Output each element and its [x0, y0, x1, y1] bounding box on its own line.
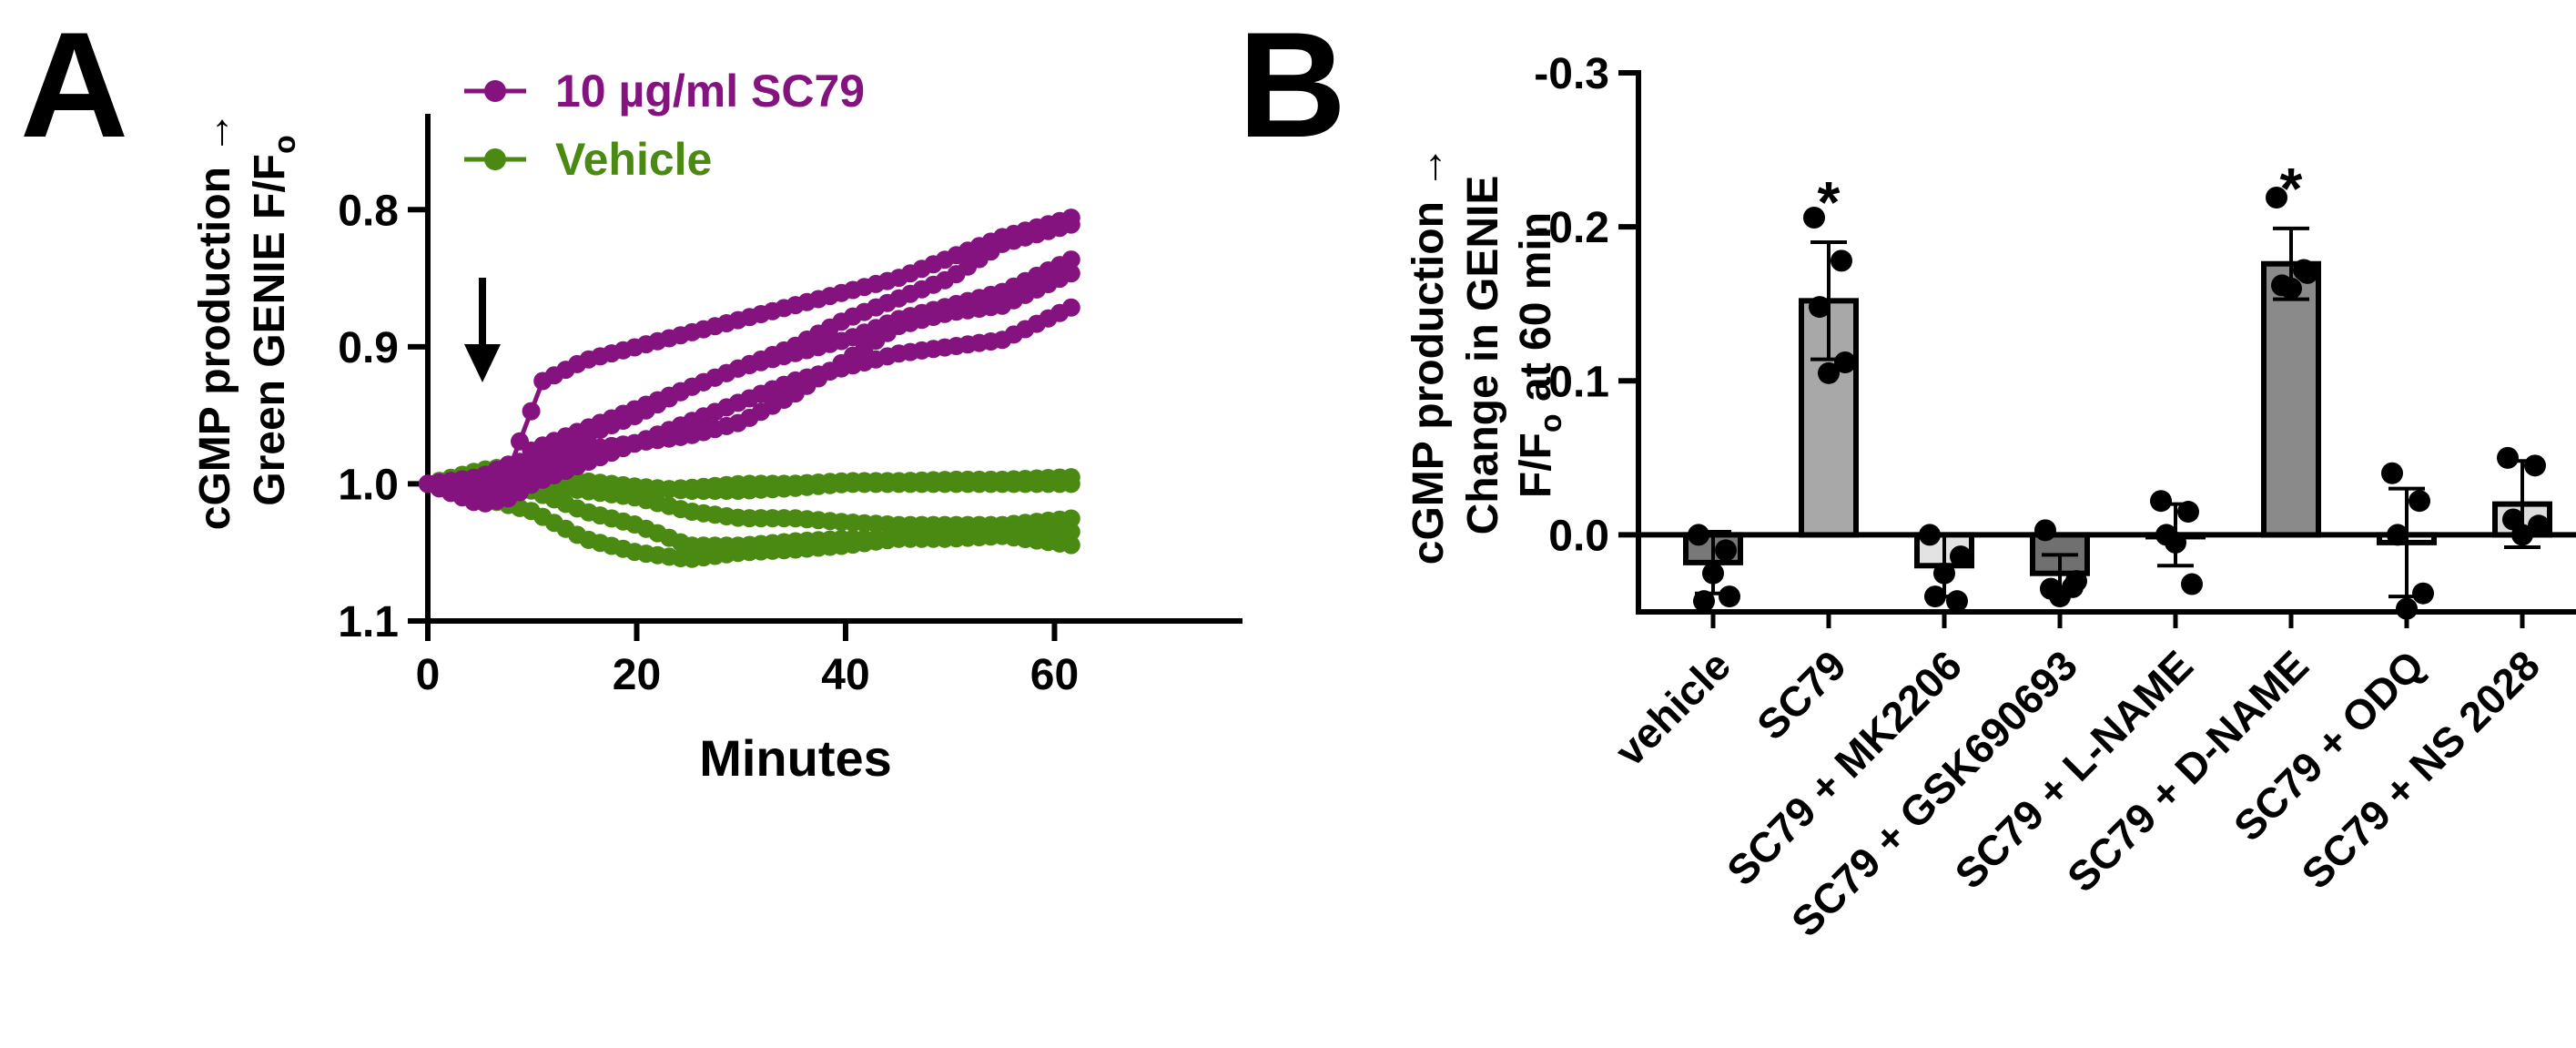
chart-b: cGMP production → Change in GENIE F/Fo a… [1405, 50, 2576, 946]
chart-b-bar-group [2030, 519, 2090, 608]
chart-a-data-point [1061, 264, 1080, 283]
legend-sc79-label: 10 µg/ml SC79 [555, 66, 865, 117]
chart-a-data-point [522, 402, 541, 421]
chart-a-series-sc79 [419, 209, 1080, 493]
chart-a-xtick-label: 20 [613, 651, 661, 699]
chart-a-data-point [1061, 509, 1080, 528]
chart-b-data-point [2065, 570, 2087, 593]
chart-b-bar-group [1683, 524, 1743, 613]
chart-b-data-point [1715, 539, 1737, 562]
chart-b-data-point [2511, 524, 2533, 546]
chart-a-data-point [1061, 535, 1080, 555]
chart-b-bar [2261, 260, 2321, 538]
chart-b-data-point [2297, 261, 2318, 284]
chart-b-data-point [1919, 524, 1941, 546]
legend-sc79-marker [484, 80, 506, 102]
chart-a-xlabel: Minutes [699, 729, 892, 787]
chart-b-ytick-label: -0.1 [1534, 358, 1609, 406]
chart-b-data-point [1702, 562, 1724, 585]
chart-b-data-point [2524, 454, 2546, 477]
chart-b-ytick-label: -0.2 [1534, 204, 1609, 252]
chart-b-ylabel-line3-sub: o [1534, 413, 1568, 432]
chart-b-ytick-label: 0.0 [1548, 512, 1609, 560]
chart-b-ylabel-line1: cGMP production → [1405, 146, 1453, 565]
chart-b-category-label: vehicle [1606, 641, 1739, 775]
chart-a-ylabel-line1: cGMP production → [191, 111, 239, 530]
chart-a-ytick-label: 1.0 [338, 461, 399, 509]
legend-vehicle-label: Vehicle [555, 134, 712, 185]
chart-b-bar-group [1914, 524, 1974, 613]
chart-a-series [419, 209, 1080, 568]
legend-vehicle-marker [484, 148, 506, 170]
chart-a-series-sc79 [419, 298, 1080, 513]
chart-a-axes: 0.8 0.9 1.0 1.1 0 20 40 60 [338, 114, 1242, 699]
chart-b-data-point [1831, 249, 1852, 272]
chart-a: cGMP production → Green GENIE F/Fo 0.80.… [191, 66, 1242, 787]
chart-a-series-sc79 [419, 250, 1080, 505]
chart-b-data-point [1924, 585, 1946, 608]
chart-b-data-point [2150, 490, 2172, 513]
chart-a-data-point [1061, 298, 1080, 317]
chart-b-significance-star: * [2280, 156, 2303, 221]
chart-b-data-point [1834, 351, 1856, 373]
chart-b-bar-group [1799, 206, 1859, 538]
chart-b-data-point [2409, 490, 2430, 513]
chart-b-data-point [1946, 590, 1968, 613]
chart-b-data-point [1719, 585, 1740, 608]
chart-b-data-point [1950, 545, 1972, 568]
chart-a-data-point [1061, 250, 1080, 270]
chart-a-ylabel-line2-main: Green GENIE F/F [246, 154, 294, 506]
chart-b-bar-group [2377, 462, 2437, 620]
chart-b-ylabel-line3: F/Fo at 60 min [1512, 212, 1568, 498]
chart-a-arrow-annotation [464, 278, 501, 382]
chart-a-xtick-label: 0 [416, 651, 441, 699]
chart-b-data-point [2497, 446, 2519, 469]
chart-a-data-point [1061, 523, 1080, 542]
chart-b-data-point [2266, 187, 2287, 209]
chart-b-data-point [1809, 296, 1831, 319]
chart-a-ytick-label: 0.9 [338, 324, 399, 372]
chart-a-xtick-label: 40 [821, 651, 869, 699]
chart-b-data-point [2165, 531, 2186, 554]
chart-b-data-point [1803, 206, 1825, 229]
chart-a-ytick-label: 0.8 [338, 187, 399, 235]
chart-a-data-point [1061, 209, 1080, 228]
chart-b-bar-group [2261, 187, 2321, 538]
chart-b-data-point [2396, 597, 2418, 620]
chart-b-data-point [2528, 514, 2550, 537]
chart-b-data-point [2280, 277, 2302, 300]
chart-b-data-point [1933, 562, 1955, 585]
chart-b-data-point [2412, 582, 2434, 605]
chart-b-bar-group [2145, 490, 2206, 595]
chart-b-data-point [1693, 590, 1715, 613]
panel-b-letter: B [1238, 1, 1346, 168]
chart-b-bar-group [2492, 446, 2552, 549]
chart-b-ylabel-line3-suffix: at 60 min [1512, 212, 1560, 413]
chart-b-ylabel-line2: Change in GENIE [1459, 176, 1507, 535]
chart-b-data-point [2181, 573, 2203, 595]
chart-a-ytick-label: 1.1 [338, 598, 399, 646]
chart-b-significance-star: * [1818, 169, 1841, 235]
chart-b-data-point [2387, 524, 2409, 546]
chart-a-legend: 10 µg/ml SC79 Vehicle [464, 66, 865, 185]
chart-a-xtick-label: 60 [1030, 651, 1079, 699]
chart-a-data-point [1061, 474, 1080, 493]
chart-b-data-point [1818, 361, 1840, 384]
chart-b-ylabel-line3-main: F/F [1512, 432, 1560, 498]
chart-b-data-point [1688, 524, 1709, 546]
chart-a-ylabel-line2: Green GENIE F/Fo [246, 135, 302, 506]
chart-b-bars: * * [1683, 156, 2552, 620]
chart-b-data-point [2381, 462, 2403, 484]
chart-b-ytick-label: -0.3 [1534, 50, 1609, 98]
chart-b-data-point [2034, 519, 2056, 542]
chart-b-data-point [2177, 501, 2199, 524]
panel-a-letter: A [20, 1, 128, 168]
chart-b-category-label: SC79 [1748, 641, 1855, 748]
chart-b-data-point [2049, 585, 2071, 608]
chart-a-ylabel-line2-sub: o [268, 135, 302, 154]
arrow-head-down-icon [464, 344, 501, 382]
